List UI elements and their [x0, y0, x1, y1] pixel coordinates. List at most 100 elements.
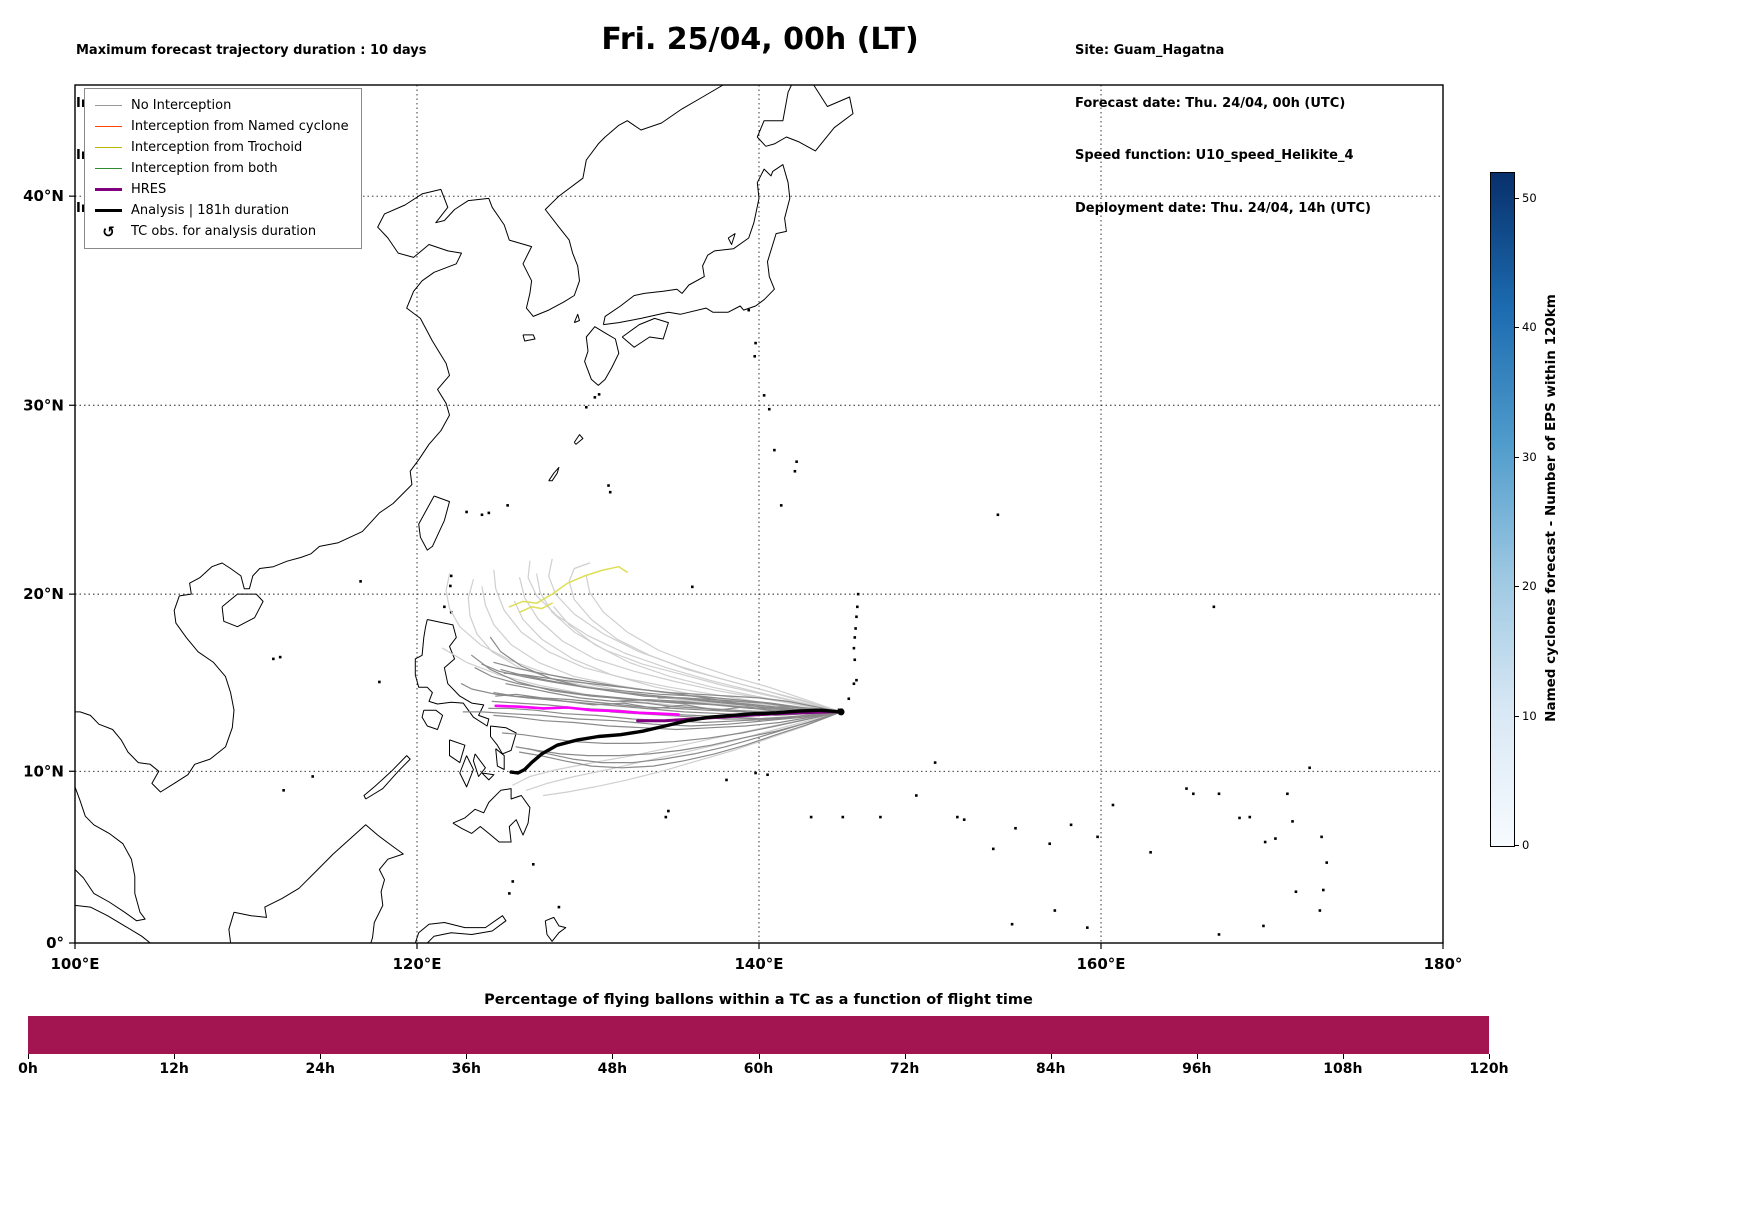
x-tick-label: 100°E	[50, 955, 99, 973]
trajectory-dark	[462, 711, 842, 727]
legend-item-label: Analysis | 181h duration	[131, 203, 290, 218]
island-dot	[508, 892, 511, 895]
coastline	[421, 709, 444, 730]
trajectory-light	[493, 569, 842, 713]
legend-item: HRES	[95, 179, 349, 200]
x-tick-label: 180°	[1424, 955, 1463, 973]
x-tick-label: 140°E	[734, 955, 783, 973]
island-dot	[449, 584, 452, 588]
island-dot	[933, 761, 937, 764]
trajectory-trochoid	[508, 565, 629, 608]
coastline	[584, 326, 620, 386]
island-dot	[852, 646, 856, 650]
trajectory-light	[585, 575, 842, 713]
island-dot	[465, 510, 468, 514]
island-dot	[753, 354, 757, 358]
coastline	[449, 739, 466, 764]
bottom-axis-tick	[28, 1054, 29, 1059]
colorbar-tick-label: 10	[1522, 708, 1537, 723]
legend-line-swatch	[95, 167, 122, 170]
island-dot	[311, 775, 314, 778]
trajectory-dark	[519, 711, 842, 769]
island-dot	[779, 504, 783, 507]
bottom-axis-tick-label: 72h	[889, 1061, 920, 1077]
trajectory-dark	[501, 711, 842, 744]
island-dot	[856, 605, 859, 609]
site-text: Site: Guam_Hagatna	[1075, 43, 1225, 58]
island-dot	[557, 905, 561, 909]
island-dot	[487, 511, 491, 515]
legend-item: Interception from Named cyclone	[95, 116, 349, 137]
island-dot	[608, 490, 612, 494]
island-dot	[1217, 792, 1221, 796]
island-dot	[1111, 803, 1115, 807]
island-dot	[1238, 816, 1241, 820]
island-dot	[1048, 842, 1051, 846]
trajectory-light	[536, 573, 842, 713]
island-dot	[607, 484, 610, 487]
trajectory-dark	[500, 669, 842, 713]
coastline	[495, 748, 505, 770]
bottom-axis-tick-label: 120h	[1469, 1061, 1509, 1077]
island-dot	[664, 815, 668, 819]
coastline	[418, 495, 450, 551]
island-dot	[1096, 835, 1099, 839]
coastline	[573, 434, 584, 445]
coastline	[727, 233, 736, 245]
island-dot	[793, 469, 797, 473]
colorbar-tick-label: 50	[1522, 190, 1537, 205]
island-dot	[853, 636, 857, 639]
island-dot	[795, 460, 798, 463]
island-dot	[1286, 792, 1289, 796]
island-dot	[1192, 792, 1195, 796]
coastline	[75, 904, 151, 943]
island-dot	[1010, 922, 1014, 926]
island-dot	[991, 847, 995, 851]
island-dot	[531, 863, 535, 866]
island-dot	[1014, 826, 1017, 830]
legend-item-label: TC obs. for analysis duration	[131, 224, 317, 239]
trajectory-light	[467, 578, 842, 713]
legend-line-swatch	[95, 104, 122, 107]
island-dot	[511, 880, 515, 883]
trajectory-dark	[515, 711, 842, 757]
island-dot	[1212, 605, 1216, 609]
legend: No Interception Interception from Named c…	[84, 88, 362, 249]
x-tick-label: 120°E	[392, 955, 441, 973]
y-tick-label: 40°N	[23, 187, 64, 205]
island-dot	[1291, 820, 1294, 823]
legend-item: Analysis | 181h duration	[95, 200, 349, 221]
legend-item: Interception from Trochoid	[95, 137, 349, 158]
trajectory-dark	[481, 663, 842, 713]
island-dot	[1185, 787, 1188, 790]
y-tick-label: 0°	[46, 934, 64, 952]
site-info-block: Site: Guam_Hagatna Forecast date: Thu. 2…	[1075, 7, 1371, 252]
bottom-axis-tick-label: 96h	[1182, 1061, 1212, 1077]
trajectory-light	[513, 600, 842, 713]
island-dot	[1217, 933, 1221, 936]
bottom-axis-tick-label: 0h	[18, 1061, 38, 1077]
trajectory-light	[512, 711, 842, 786]
bottom-axis-tick-label: 108h	[1323, 1061, 1363, 1077]
island-dot	[852, 682, 856, 686]
island-dot	[809, 815, 813, 819]
island-dot	[1318, 909, 1322, 912]
coastline	[621, 317, 669, 348]
speed-function-text: Speed function: U10_speed_Helikite_4	[1075, 148, 1354, 163]
legend-item-label: Interception from Trochoid	[131, 140, 303, 155]
colorbar-tick-label: 30	[1522, 449, 1537, 464]
bottom-axis-tick	[466, 1054, 468, 1059]
colorbar-tick	[1514, 586, 1519, 588]
coastline	[459, 755, 474, 788]
island-dot	[1069, 823, 1073, 827]
island-dot	[956, 815, 959, 819]
y-tick-label: 10°N	[23, 762, 64, 780]
trajectory-light	[542, 711, 842, 797]
bottom-axis-tick	[1342, 1054, 1344, 1059]
max-duration-text: Maximum forecast trajectory duration : 1…	[76, 43, 427, 58]
trajectory-analysis	[509, 708, 843, 775]
legend-item: ↺ TC obs. for analysis duration	[95, 221, 349, 242]
trajectory-light	[519, 577, 842, 713]
bottom-axis-tick	[1196, 1054, 1198, 1059]
island-dot	[378, 680, 381, 684]
